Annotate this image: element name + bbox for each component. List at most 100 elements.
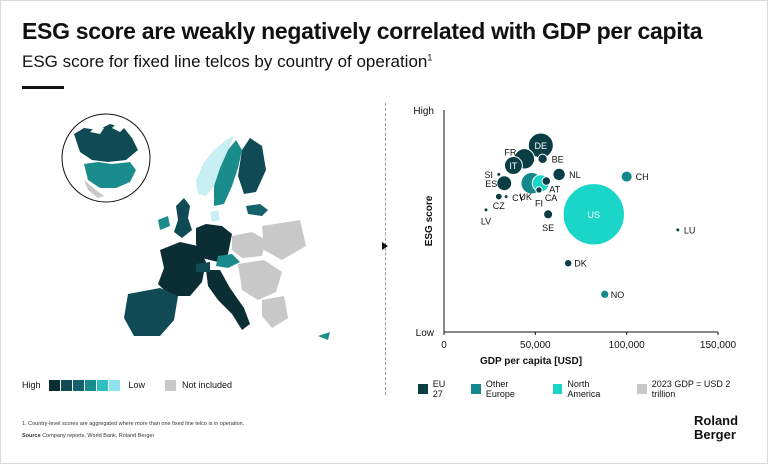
map-legend-swatch-3 [84,379,96,391]
map-usa [84,162,136,188]
map-legend-low-label: Low [128,380,146,390]
y-tick-label-high: High [413,106,434,117]
point-label-ca: CA [545,193,558,203]
x-axis-label: GDP per capita [USD] [480,356,582,367]
chart-legend-item: 2023 GDP = USD 2 trillion [637,379,754,399]
y-tick-label-low: Low [416,328,435,339]
point-label-us: US [588,210,601,220]
bubble-it [503,156,523,175]
map-baltics [246,204,268,216]
map-mexico [84,180,104,198]
footnote: 1. Country-level scores are aggregated w… [22,421,245,427]
page-subtitle: ESG score for fixed line telcos by count… [22,52,432,72]
point-label-lv: LV [481,216,491,226]
chart-legend-swatch [552,384,563,394]
map-legend-swatch-4 [96,379,108,391]
chart-legend: EU 27 Other Europe North America 2023 GDP =… [418,379,768,399]
map-iberia [124,288,178,336]
point-label-lu: LU [684,225,696,235]
map-canada-islands [90,122,126,134]
x-tick-label: 0 [441,340,447,351]
map-sweden [214,140,242,206]
subtitle-footnote-mark: 1 [427,52,433,63]
map-legend-not-included-label: Not included [182,380,233,390]
source-text: Company reports, World Bank, Roland Berg… [42,433,155,439]
bubble-se [543,209,554,220]
point-label-dk: DK [574,259,587,269]
bubble-cy [503,194,509,200]
map-switzerland [196,262,210,272]
x-tick-label: 150,000 [700,340,737,351]
point-label-fr: FR [504,147,516,157]
map-cyprus [318,332,330,340]
chart-legend-swatch [418,384,428,394]
chart-legend-swatch [471,384,481,394]
map-legend-swatch-0 [48,379,60,391]
map-legend-high-label: High [22,380,41,390]
bubble-es [496,175,513,192]
point-label-se: SE [542,223,554,233]
map-poland [232,232,266,258]
map-germany [196,224,232,262]
map-italy [206,270,250,330]
bubble-ch [620,170,633,183]
logo-line-2: Berger [694,427,736,442]
bubble-cz [494,192,503,201]
source-line: Source Company reports, World Bank, Rola… [22,433,154,439]
map-norway [196,136,234,196]
bubble-lu [675,227,681,233]
map-austria [216,254,240,268]
chart-legend-label: EU 27 [432,379,446,399]
europe-map [61,113,330,340]
page-title: ESG score are weakly negatively correlat… [22,18,703,44]
map-eastern-europe [262,220,306,260]
point-label-uk: UK [519,192,532,202]
point-label-cz: CZ [493,201,505,211]
point-label-es: ES [485,179,497,189]
point-label-si: SI [485,170,494,180]
x-tick-label: 100,000 [609,340,646,351]
title-rule [22,86,64,89]
point-label-ch: CH [636,172,649,182]
map-finland [238,138,266,194]
bubble-nl [552,167,566,182]
point-label-fi: FI [535,198,543,208]
map-ireland [158,216,170,230]
map-legend: High Low Not included [22,379,232,391]
x-tick-label: 50,000 [520,340,551,351]
chart-legend-item: EU 27 [418,379,457,399]
point-label-de: DE [535,141,548,151]
map-canada [74,124,138,162]
subtitle-text: ESG score for fixed line telcos by count… [22,52,428,71]
company-logo: Roland Berger [694,414,738,442]
map-france [158,242,206,296]
bubble-at [541,176,552,186]
map-denmark [210,210,220,222]
arrow-right-icon [382,242,388,250]
map-legend-scale [48,379,121,391]
bubble-lv [483,207,489,213]
chart-legend-label: 2023 GDP = USD 2 trillion [651,379,731,399]
y-axis-label: ESG score [424,195,435,246]
bubble-us [562,183,625,246]
map-legend-swatch-1 [60,379,72,391]
point-label-at: AT [549,185,560,195]
chart-legend-label: North America [567,379,601,399]
point-label-cy: CY [512,193,525,203]
bubble-dk [563,258,573,268]
bubble-fi [535,186,543,194]
map-uk [174,198,192,238]
source-label: Source [22,433,41,439]
point-label-be: BE [552,154,564,164]
point-label-nl: NL [569,170,581,180]
bubble-si [496,171,502,177]
map-legend-swatch-5 [108,379,120,391]
map-balkans [238,260,282,300]
point-label-it: IT [509,161,518,171]
chart-legend-swatch [637,384,647,394]
map-legend-swatch-2 [72,379,84,391]
point-label-no: NO [611,290,625,300]
map-greece [262,296,288,328]
logo-line-1: Roland [694,413,739,428]
